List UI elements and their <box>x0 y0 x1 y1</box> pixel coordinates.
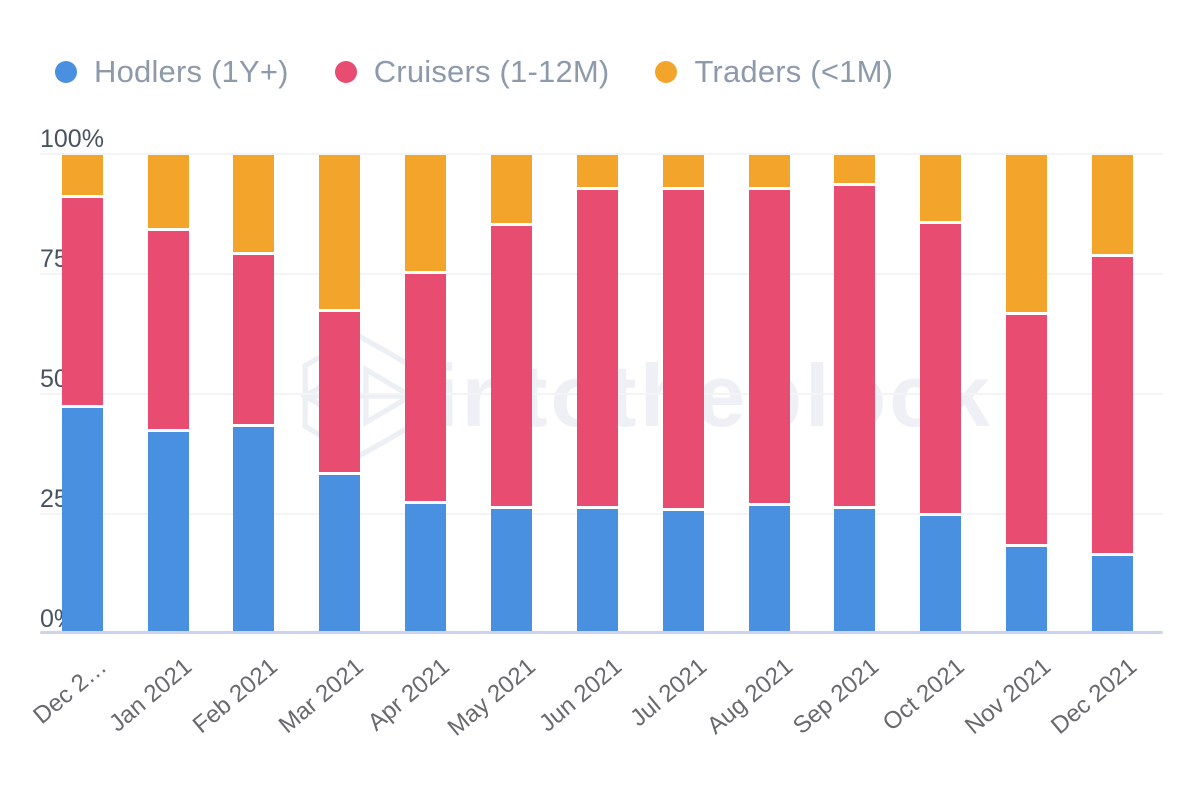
legend-label-traders: Traders (<1M) <box>694 54 894 89</box>
y-tick-100: 100% <box>40 125 104 153</box>
bar-segment-traders[interactable] <box>834 154 876 186</box>
x-tick-apr-2021: Apr 2021 <box>362 653 455 737</box>
legend-dot-hodlers-icon <box>55 61 77 83</box>
legend-dot-cruisers-icon <box>334 61 357 83</box>
bar-feb-2021 <box>233 154 275 634</box>
bar-segment-cruisers[interactable] <box>405 274 447 504</box>
bar-segment-cruisers[interactable] <box>147 231 189 433</box>
bar-mar-2021 <box>319 154 361 634</box>
plot-area <box>40 153 1163 634</box>
bar-segment-cruisers[interactable] <box>834 185 876 509</box>
bar-segment-hodlers[interactable] <box>319 475 361 633</box>
x-tick-oct-2021: Oct 2021 <box>878 653 971 737</box>
bar-segment-hodlers[interactable] <box>576 508 618 633</box>
x-tick-mar-2021: Mar 2021 <box>274 653 370 739</box>
bar-segment-hodlers[interactable] <box>834 508 876 633</box>
x-tick-sep-2021: Sep 2021 <box>788 653 885 740</box>
bar-aug-2021 <box>748 154 790 634</box>
bar-segment-traders[interactable] <box>405 154 447 275</box>
bar-may-2021 <box>490 154 532 634</box>
bar-segment-traders[interactable] <box>920 154 962 224</box>
bar-segment-hodlers[interactable] <box>920 515 962 633</box>
x-tick-dec-2021: Dec 2021 <box>1045 653 1142 740</box>
x-axis-line <box>40 631 1163 634</box>
bar-segment-hodlers[interactable] <box>1091 556 1133 633</box>
bar-jan-2021 <box>147 154 189 634</box>
x-tick-jan-2021: Jan 2021 <box>104 653 198 738</box>
bar-segment-traders[interactable] <box>662 154 704 191</box>
bar-segment-traders[interactable] <box>61 154 103 198</box>
gridline-100 <box>40 153 1163 155</box>
legend-item-cruisers[interactable]: Cruisers (1-12M) <box>334 54 610 90</box>
bar-segment-hodlers[interactable] <box>405 503 447 633</box>
bar-segment-cruisers[interactable] <box>1006 314 1048 547</box>
bar-segment-cruisers[interactable] <box>576 190 618 509</box>
bar-segment-traders[interactable] <box>748 154 790 191</box>
bar-segment-traders[interactable] <box>490 154 532 227</box>
bar-nov-2021 <box>1006 154 1048 634</box>
bar-apr-2021 <box>405 154 447 634</box>
bar-segment-hodlers[interactable] <box>490 508 532 633</box>
legend: Hodlers (1Y+) Cruisers (1-12M) Traders (… <box>55 54 893 90</box>
bar-oct-2021 <box>920 154 962 634</box>
bar-segment-traders[interactable] <box>1091 154 1133 258</box>
bar-segment-hodlers[interactable] <box>748 506 790 633</box>
bar-segment-hodlers[interactable] <box>1006 546 1048 633</box>
x-tick-aug-2021: Aug 2021 <box>702 653 799 740</box>
legend-item-traders[interactable]: Traders (<1M) <box>655 54 893 90</box>
bar-segment-cruisers[interactable] <box>233 254 275 428</box>
x-tick-jun-2021: Jun 2021 <box>533 653 627 738</box>
bar-segment-cruisers[interactable] <box>920 223 962 516</box>
bar-segment-cruisers[interactable] <box>662 190 704 511</box>
bar-segment-hodlers[interactable] <box>233 427 275 633</box>
x-tick-feb-2021: Feb 2021 <box>188 653 284 739</box>
bar-sep-2021 <box>834 154 876 634</box>
bar-segment-cruisers[interactable] <box>1091 257 1133 557</box>
bar-segment-cruisers[interactable] <box>490 226 532 509</box>
bar-segment-traders[interactable] <box>576 154 618 191</box>
x-tick-dec-2-: Dec 2… <box>27 653 112 730</box>
legend-item-hodlers[interactable]: Hodlers (1Y+) <box>55 54 289 90</box>
bar-segment-traders[interactable] <box>233 154 275 255</box>
legend-label-cruisers: Cruisers (1-12M) <box>373 54 610 89</box>
bar-segment-cruisers[interactable] <box>61 197 103 409</box>
bar-segment-cruisers[interactable] <box>748 190 790 507</box>
x-tick-jul-2021: Jul 2021 <box>625 653 713 733</box>
bar-jun-2021 <box>576 154 618 634</box>
bar-segment-traders[interactable] <box>147 154 189 232</box>
x-tick-nov-2021: Nov 2021 <box>959 653 1056 740</box>
legend-label-hodlers: Hodlers (1Y+) <box>94 54 289 89</box>
bar-dec-2- <box>61 154 103 634</box>
bar-segment-hodlers[interactable] <box>147 432 189 633</box>
bar-segment-cruisers[interactable] <box>319 312 361 476</box>
bar-dec-2021 <box>1091 154 1133 634</box>
bar-segment-traders[interactable] <box>319 154 361 313</box>
legend-dot-traders-icon <box>655 61 678 83</box>
bar-segment-hodlers[interactable] <box>61 408 103 633</box>
bar-segment-hodlers[interactable] <box>662 510 704 633</box>
x-tick-may-2021: May 2021 <box>442 653 541 742</box>
bar-segment-traders[interactable] <box>1006 154 1048 315</box>
bar-jul-2021 <box>662 154 704 634</box>
